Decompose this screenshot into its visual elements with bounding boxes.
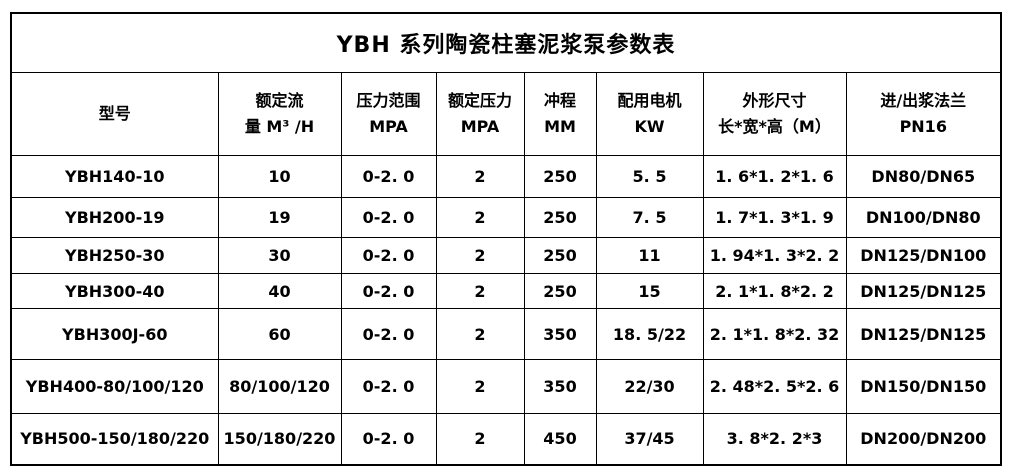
column-header-line: 外形尺寸 bbox=[742, 90, 807, 110]
value-cell-motor-power: 22/30 bbox=[595, 359, 704, 414]
value-cell-motor-power: 11 bbox=[595, 237, 704, 274]
value-cell-dimensions: 3. 8*2. 2*3 bbox=[702, 413, 847, 465]
value-cell-flange: DN125/DN100 bbox=[845, 237, 1002, 274]
value-cell-stroke: 350 bbox=[523, 308, 597, 360]
value-cell-stroke: 250 bbox=[523, 237, 597, 274]
column-header-line: MPA bbox=[460, 117, 500, 136]
value-cell-pressure-range: 0-2. 0 bbox=[340, 359, 437, 414]
value-cell-rated-flow: 150/180/220 bbox=[217, 413, 342, 465]
value-cell-flange: DN125/DN125 bbox=[845, 308, 1002, 360]
value-cell-dimensions: 1. 7*1. 3*1. 9 bbox=[702, 197, 847, 238]
value-cell-rated-pressure: 2 bbox=[435, 359, 525, 414]
value-cell-dimensions: 2. 1*1. 8*2. 2 bbox=[702, 273, 847, 309]
value-cell-rated-pressure: 2 bbox=[435, 413, 525, 465]
column-header-line: 冲程 bbox=[543, 90, 576, 110]
pump-parameters-table: YBH 系列陶瓷柱塞泥浆泵参数表 型号 额定流量 M³ /H 压力范围 MPA 额定压力… bbox=[10, 12, 1003, 466]
value-cell-stroke: 250 bbox=[523, 155, 597, 198]
table-title: YBH 系列陶瓷柱塞泥浆泵参数表 bbox=[10, 12, 1002, 73]
value-cell-rated-flow: 40 bbox=[217, 273, 342, 309]
model-cell: YBH300J-60 bbox=[10, 308, 219, 360]
model-cell: YBH300-40 bbox=[10, 273, 219, 309]
column-header-line: 额定压力 bbox=[447, 90, 512, 110]
column-header-line: MPA bbox=[369, 117, 408, 136]
value-cell-rated-pressure: 2 bbox=[435, 237, 525, 274]
value-cell-stroke: 450 bbox=[523, 413, 597, 465]
column-header-line: 量 M³ /H bbox=[244, 117, 315, 136]
value-cell-stroke: 250 bbox=[523, 197, 597, 238]
table-row: YBH300-40 40 0-2. 0 2 250 15 2. 1*1. 8*2. 2 DN1… bbox=[10, 273, 1002, 309]
value-cell-rated-pressure: 2 bbox=[435, 155, 525, 198]
column-header-line: 型号 bbox=[98, 103, 131, 123]
table-row: YBH250-30 30 0-2. 0 2 250 11 1. 94*1. 3*2. 2 DN… bbox=[10, 237, 1002, 274]
value-cell-rated-flow: 30 bbox=[217, 237, 342, 274]
value-cell-pressure-range: 0-2. 0 bbox=[340, 308, 437, 360]
column-header-flange: 进/出浆法兰 PN16 bbox=[845, 72, 1002, 156]
column-header-model: 型号 bbox=[10, 72, 219, 156]
value-cell-dimensions: 1. 6*1. 2*1. 6 bbox=[702, 155, 847, 198]
value-cell-pressure-range: 0-2. 0 bbox=[340, 197, 437, 238]
value-cell-rated-flow: 10 bbox=[217, 155, 342, 198]
value-cell-pressure-range: 0-2. 0 bbox=[340, 273, 437, 309]
value-cell-rated-flow: 60 bbox=[217, 308, 342, 360]
value-cell-flange: DN80/DN65 bbox=[845, 155, 1002, 198]
value-cell-rated-flow: 80/100/120 bbox=[217, 359, 342, 414]
value-cell-motor-power: 5. 5 bbox=[595, 155, 704, 198]
value-cell-pressure-range: 0-2. 0 bbox=[340, 237, 437, 274]
value-cell-dimensions: 1. 94*1. 3*2. 2 bbox=[702, 237, 847, 274]
value-cell-motor-power: 7. 5 bbox=[595, 197, 704, 238]
value-cell-flange: DN200/DN200 bbox=[845, 413, 1002, 465]
model-cell: YBH250-30 bbox=[10, 237, 219, 274]
column-header-line: 长*宽*高（M） bbox=[718, 117, 831, 136]
column-header-line: 压力范围 bbox=[356, 90, 421, 110]
column-header-line: MM bbox=[544, 117, 576, 136]
table-row: YBH400-80/100/120 80/100/120 0-2. 0 2 350 22/… bbox=[10, 359, 1002, 414]
column-header-stroke: 冲程 MM bbox=[523, 72, 597, 156]
column-header-pressure-range: 压力范围 MPA bbox=[340, 72, 437, 156]
column-header-rated-pressure: 额定压力 MPA bbox=[435, 72, 525, 156]
value-cell-rated-pressure: 2 bbox=[435, 273, 525, 309]
column-header-line: 进/出浆法兰 bbox=[880, 90, 967, 110]
value-cell-dimensions: 2. 48*2. 5*2. 6 bbox=[702, 359, 847, 414]
value-cell-rated-flow: 19 bbox=[217, 197, 342, 238]
column-header-line: 额定流 bbox=[255, 90, 304, 110]
column-header-rated-flow: 额定流量 M³ /H bbox=[217, 72, 342, 156]
title-row: YBH 系列陶瓷柱塞泥浆泵参数表 bbox=[10, 12, 1002, 73]
value-cell-stroke: 350 bbox=[523, 359, 597, 414]
header-row: 型号 额定流量 M³ /H 压力范围 MPA 额定压力 MPA 冲程 MM 配用电机 KW 外形尺寸… bbox=[10, 72, 1002, 156]
model-cell: YBH400-80/100/120 bbox=[10, 359, 219, 414]
column-header-line: 配用电机 bbox=[617, 90, 682, 110]
table-row: YBH500-150/180/220 150/180/220 0-2. 0 2 450 3… bbox=[10, 413, 1002, 465]
value-cell-rated-pressure: 2 bbox=[435, 308, 525, 360]
value-cell-flange: DN100/DN80 bbox=[845, 197, 1002, 238]
value-cell-flange: DN125/DN125 bbox=[845, 273, 1002, 309]
value-cell-motor-power: 15 bbox=[595, 273, 704, 309]
value-cell-dimensions: 2. 1*1. 8*2. 32 bbox=[702, 308, 847, 360]
value-cell-pressure-range: 0-2. 0 bbox=[340, 155, 437, 198]
model-cell: YBH200-19 bbox=[10, 197, 219, 238]
column-header-line: PN16 bbox=[899, 117, 947, 136]
value-cell-motor-power: 18. 5/22 bbox=[595, 308, 704, 360]
value-cell-rated-pressure: 2 bbox=[435, 197, 525, 238]
column-header-motor-power: 配用电机 KW bbox=[595, 72, 704, 156]
column-header-line: KW bbox=[634, 117, 665, 136]
value-cell-stroke: 250 bbox=[523, 273, 597, 309]
value-cell-flange: DN150/DN150 bbox=[845, 359, 1002, 414]
table-row: YBH300J-60 60 0-2. 0 2 350 18. 5/22 2. 1*1. 8*… bbox=[10, 308, 1002, 360]
column-header-dimensions: 外形尺寸长*宽*高（M） bbox=[702, 72, 847, 156]
model-cell: YBH140-10 bbox=[10, 155, 219, 198]
value-cell-motor-power: 37/45 bbox=[595, 413, 704, 465]
value-cell-pressure-range: 0-2. 0 bbox=[340, 413, 437, 465]
model-cell: YBH500-150/180/220 bbox=[10, 413, 219, 465]
